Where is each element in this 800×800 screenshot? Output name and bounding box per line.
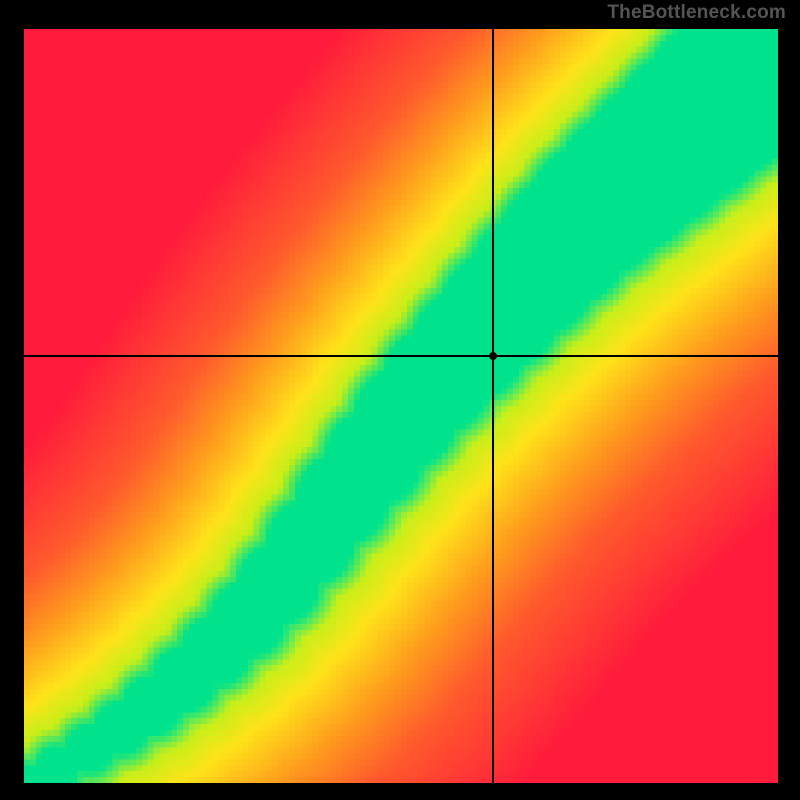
watermark: TheBottleneck.com (607, 2, 786, 24)
bottleneck-heatmap (24, 29, 778, 783)
crosshair-vertical (492, 29, 494, 783)
crosshair-horizontal (24, 355, 778, 357)
chart-root: { "watermark": { "text": "TheBottleneck.… (0, 0, 800, 800)
